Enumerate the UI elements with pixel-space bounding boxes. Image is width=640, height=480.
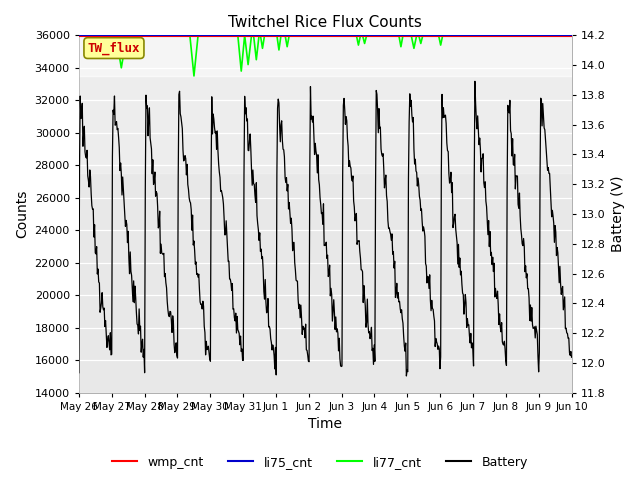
Legend: wmp_cnt, li75_cnt, li77_cnt, Battery: wmp_cnt, li75_cnt, li77_cnt, Battery bbox=[107, 451, 533, 474]
Y-axis label: Counts: Counts bbox=[15, 190, 29, 238]
Bar bbox=[79, 27, 572, 76]
Text: TW_flux: TW_flux bbox=[88, 41, 140, 55]
X-axis label: Time: Time bbox=[308, 418, 342, 432]
Bar bbox=[79, 76, 572, 173]
Y-axis label: Battery (V): Battery (V) bbox=[611, 176, 625, 252]
Title: Twitchel Rice Flux Counts: Twitchel Rice Flux Counts bbox=[228, 15, 422, 30]
